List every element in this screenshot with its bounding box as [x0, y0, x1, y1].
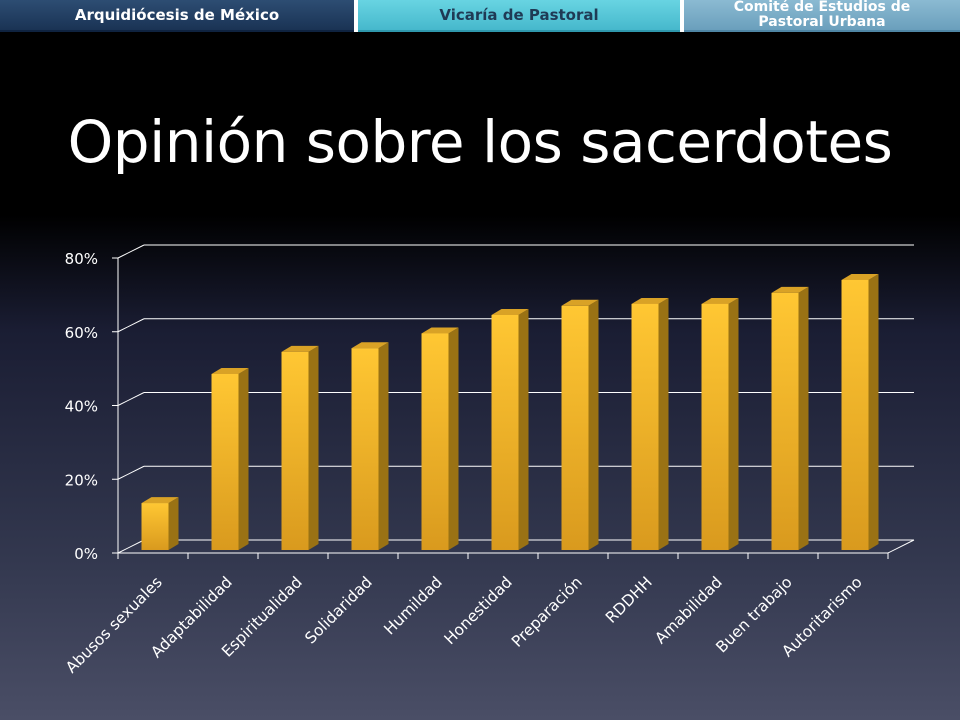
bar-front-5 [491, 315, 519, 550]
bar-front-8 [701, 303, 729, 550]
bar-side-3 [378, 342, 389, 550]
bar-top-9 [771, 286, 809, 293]
bar-5 [491, 309, 529, 550]
gridline-connector-3 [117, 318, 145, 333]
bar-top-1 [211, 368, 249, 374]
bar-front-7 [631, 303, 659, 550]
bar-front-2 [281, 351, 309, 550]
ytick-label-2: 40% [65, 398, 98, 416]
gridline-connector-2 [117, 392, 145, 406]
ytick-label-4: 80% [65, 250, 98, 268]
xtick-label-4: Humildad [381, 573, 446, 638]
bar-top-3 [351, 342, 389, 349]
header-tab-arquidiocesis[interactable]: Arquidiócesis de México [0, 0, 354, 32]
gridline-connector-0 [117, 539, 145, 554]
bar-front-10 [841, 279, 869, 550]
bar-6 [561, 299, 599, 550]
chart-axes [112, 257, 915, 559]
bar-10 [841, 273, 879, 550]
gridline-connector-1 [117, 465, 145, 480]
bar-front-3 [351, 348, 379, 550]
ytick-label-1: 20% [65, 471, 98, 489]
bar-front-0 [141, 503, 169, 550]
xtick-label-5: Honestidad [441, 573, 516, 648]
bar-top-10 [841, 273, 879, 280]
ytick-label-0: 0% [74, 545, 98, 563]
xtick-label-6: Preparación [508, 573, 586, 651]
bar-top-8 [701, 297, 739, 304]
bar-1 [211, 368, 249, 550]
slide-title: Opinión sobre los sacerdotes [67, 108, 893, 176]
bar-top-2 [281, 345, 319, 352]
bar-side-0 [168, 497, 179, 550]
bar-7 [631, 297, 669, 550]
xtick-label-8: Amabilidad [651, 573, 725, 647]
bar-side-1 [238, 368, 249, 550]
floor-right-edge [887, 539, 915, 554]
gridline-connector-4 [117, 244, 145, 259]
bar-side-9 [798, 286, 809, 550]
bar-2 [281, 345, 319, 550]
bar-4 [421, 327, 459, 550]
xtick-label-0: Abusos sexuales [62, 573, 166, 677]
header-tab-comite-line1: Comité de Estudios de [733, 0, 911, 15]
bar-top-4 [421, 327, 459, 334]
bar-side-6 [588, 299, 599, 550]
bar-9 [771, 286, 809, 550]
bar-side-2 [308, 345, 319, 550]
bar-front-1 [211, 374, 239, 550]
bar-front-6 [561, 305, 589, 550]
bar-side-10 [868, 273, 879, 550]
bar-side-4 [448, 327, 459, 550]
bar-8 [701, 297, 739, 550]
bar-top-6 [561, 299, 599, 306]
bar-side-5 [518, 309, 529, 550]
xtick-label-7: RDDHH [602, 573, 656, 627]
header-tab-comite-line2: Pastoral Urbana [758, 14, 886, 30]
bar-side-7 [658, 297, 669, 550]
bar-3 [351, 342, 389, 550]
xtick-label-3: Solidaridad [301, 573, 375, 647]
header-tab-comite[interactable]: Comité de Estudios de Pastoral Urbana [684, 0, 960, 32]
bar-0 [141, 497, 179, 550]
bar-top-5 [491, 309, 529, 315]
bar-side-8 [728, 297, 739, 550]
bar-front-4 [421, 333, 449, 550]
chart-bars [141, 273, 879, 550]
bar-front-9 [771, 292, 799, 550]
ytick-label-3: 60% [65, 324, 98, 342]
bar-top-7 [631, 297, 669, 304]
bar-top-0 [141, 497, 179, 504]
chart-labels: 0%20%40%60%80%Abusos sexualesAdaptabilid… [62, 250, 866, 677]
header-tab-vicaria[interactable]: Vicaría de Pastoral [358, 0, 680, 32]
